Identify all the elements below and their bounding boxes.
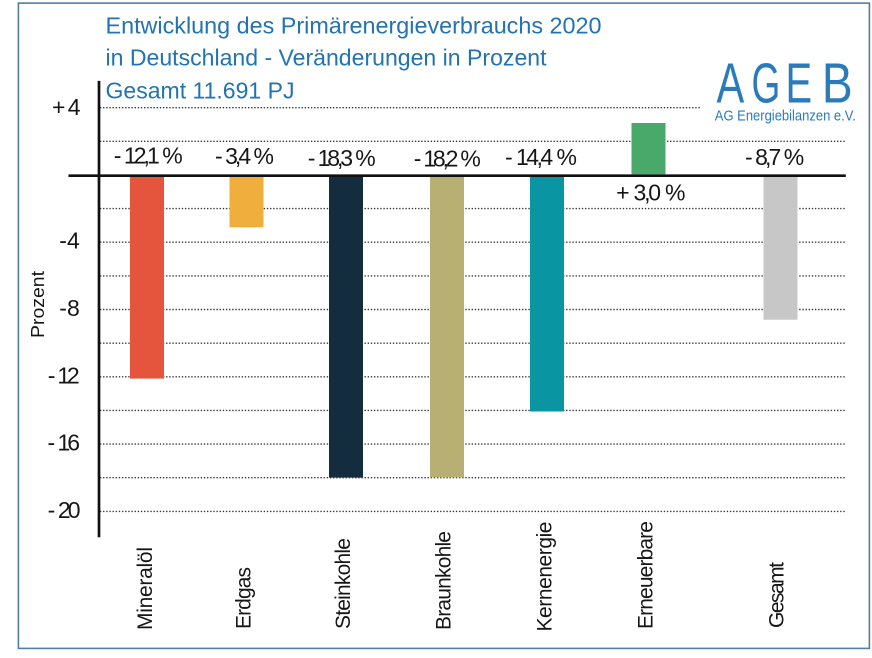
svg-text:Mineralöl: Mineralöl (134, 547, 157, 630)
svg-text:- 16: - 16 (48, 430, 81, 456)
svg-text:Kernenergie: Kernenergie (534, 522, 557, 632)
svg-text:E: E (786, 51, 813, 115)
svg-text:- 8,7 %: - 8,7 % (745, 144, 804, 170)
svg-text:Entwicklung des Primärenergiev: Entwicklung des Primärenergieverbrauchs … (106, 13, 602, 39)
svg-text:- 20: - 20 (48, 497, 81, 523)
svg-text:- 8: - 8 (59, 295, 80, 321)
svg-text:Prozent: Prozent (28, 271, 48, 338)
svg-text:- 3,4 %: - 3,4 % (215, 143, 274, 169)
svg-text:Braunkohle: Braunkohle (433, 531, 456, 630)
svg-text:A: A (717, 51, 745, 115)
svg-text:in Deutschland - Veränderungen: in Deutschland - Veränderungen in Prozen… (106, 44, 547, 70)
svg-text:Erdgas: Erdgas (233, 567, 256, 629)
svg-text:- 12,1 %: - 12,1 % (114, 143, 183, 169)
svg-text:- 12: - 12 (48, 362, 80, 388)
svg-text:- 18,2 %: - 18,2 % (414, 146, 481, 172)
svg-text:B: B (822, 51, 853, 115)
svg-text:- 14,4 %: - 14,4 % (505, 144, 577, 170)
svg-text:- 18,3 %: - 18,3 % (308, 145, 376, 171)
svg-text:Gesamt 11.691 PJ: Gesamt 11.691 PJ (106, 78, 295, 104)
svg-text:- 4: - 4 (59, 228, 80, 254)
svg-text:Steinkohle: Steinkohle (332, 538, 355, 629)
svg-text:+ 3,0 %: + 3,0 % (616, 179, 685, 205)
svg-text:Erneuerbare: Erneuerbare (635, 521, 658, 629)
svg-text:AG Energiebilanzen e.V.: AG Energiebilanzen e.V. (715, 107, 856, 124)
svg-text:+ 4: + 4 (52, 94, 81, 120)
svg-text:G: G (752, 51, 781, 115)
svg-text:Gesamt: Gesamt (766, 562, 789, 628)
